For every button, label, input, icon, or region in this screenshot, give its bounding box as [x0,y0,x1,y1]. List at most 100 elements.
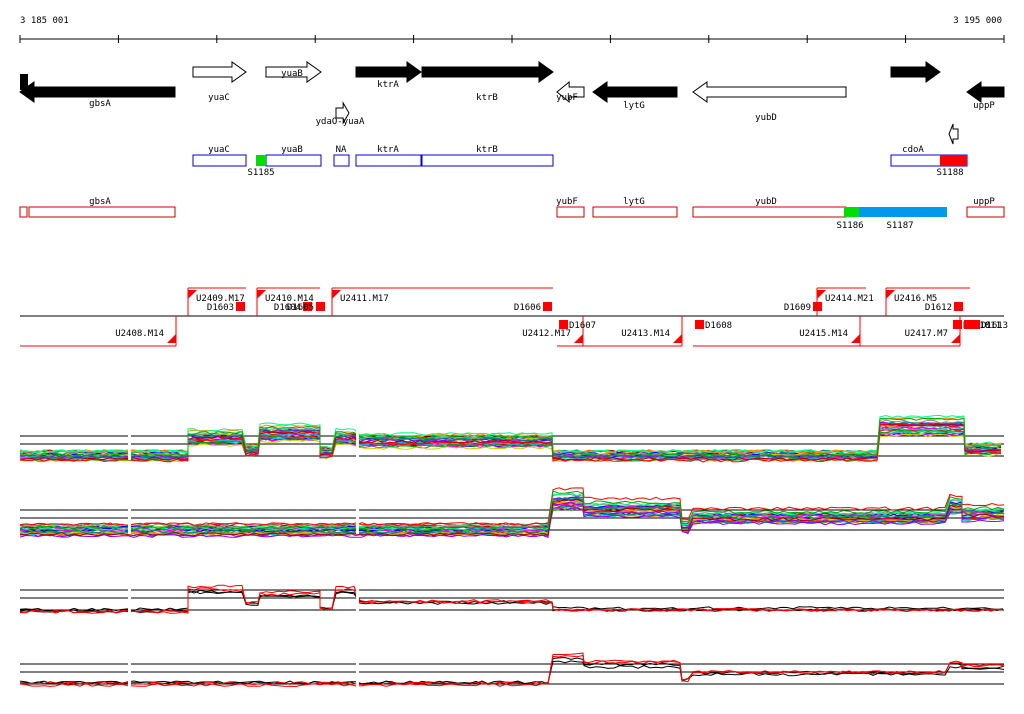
gene-label: yubD [755,113,777,123]
segment-label: S1187 [886,221,913,231]
gene-label: uppP [973,101,995,111]
tu-U2409.M17[interactable]: U2409.M17 [187,287,246,316]
tu-U2411.M17[interactable]: U2411.M17 [331,287,553,316]
expression-panel [19,414,1004,463]
blue-feature-yuaC[interactable]: yuaC [192,145,247,167]
red-feature-gbsA[interactable]: gbsA [28,197,176,218]
tu-label: U2414.M21 [825,294,874,304]
terminator-D1605[interactable]: D1605 [287,302,325,313]
gene-label: yuaC [208,93,230,103]
coordinate-ruler: 3 185 001 3 195 000 [19,16,1005,43]
terminator-D1604[interactable]: D1604 [274,302,312,313]
gene-arrow [335,101,350,125]
blue-feature-ktrA[interactable]: ktrA [355,145,422,167]
terminator-D1603[interactable]: D1603 [207,302,245,313]
transcript-track-red: gbsA yubF lytG yubD uppP S1186 S1187 [19,197,1005,231]
gene-arrow [966,81,1005,103]
segment-S1186[interactable]: S1186 [836,207,864,231]
expression-panel [19,644,1005,688]
gene-label: ktrB [476,93,498,103]
terminator-label: D1604 [274,303,301,313]
gene-label: ktrA [377,80,399,90]
tu-U2408.M14[interactable]: U2408.M14 [20,316,177,347]
terminator-label: D1612 [925,303,952,313]
tu-label: U2409.M17 [196,294,245,304]
red-feature-yubD[interactable]: yubD [692,197,847,218]
segment-label: S1186 [836,221,863,231]
blue-feature-label: yuaC [208,145,230,155]
blue-feature-label: yuaB [281,145,303,155]
terminator-D1611[interactable]: D1611 [964,320,1001,331]
tu-label: U2413.M14 [621,329,670,339]
segment-S1185[interactable]: S1185 [247,155,275,178]
terminator-D1612[interactable]: D1612 [925,302,963,313]
red-feature-uppP[interactable]: uppP [966,197,1005,218]
ruler-start: 3 185 001 [20,16,69,26]
tu-U2410.M14[interactable]: U2410.M14 [256,287,320,316]
transcription-unit-track: U2409.M17 U2410.M14 U2411.M17 U2414.M21 U241… [20,287,1008,347]
tu-label: U2410.M14 [265,294,314,304]
tu-label: U2417.M7 [905,329,948,339]
red-feature-label: gbsA [89,197,111,207]
gene-label: yubF [556,93,578,103]
gene-arrow [592,81,678,103]
tu-U2414.M21[interactable]: U2414.M21 [816,287,874,316]
blue-feature-label: ktrB [476,145,498,155]
terminator-D1606[interactable]: D1606 [514,302,552,313]
blue-feature-yuaB[interactable]: yuaB [265,145,322,167]
red-feature-label: yubF [556,197,578,207]
red-feature-label: uppP [973,197,995,207]
terminator-label: D1609 [784,303,811,313]
gene-yuaB[interactable]: yuaB [265,61,322,83]
red-feature-label: yubD [755,197,777,207]
tu-label: U2416.M5 [894,294,937,304]
tu-label: U2408.M14 [115,329,164,339]
terminator-D1607[interactable]: D1607 [559,320,596,331]
blue-feature-label: ktrA [377,145,399,155]
gene-arrow [556,80,585,104]
tu-U2415.M14[interactable]: U2415.M14 [693,316,861,347]
segment-S1187[interactable]: S1187 [859,207,947,231]
terminator-label: D1606 [514,303,541,313]
tu-label: U2411.M17 [340,294,389,304]
tu-label: U2412.M17 [522,329,571,339]
gene-gbsA[interactable]: gbsA [19,81,176,109]
transcript-track-blue: yuaC yuaB NA ktrA ktrB cdoA S1185 S1188 [192,145,968,178]
tu-U2417.M7[interactable]: U2417.M7 [860,316,961,347]
gene-yubD[interactable]: yubD [692,81,847,123]
expression-panel [19,570,1004,614]
gene-arrow [890,61,941,83]
red-feature-yubF[interactable]: yubF [556,197,585,218]
segment-S1188[interactable]: S1188 [936,155,967,178]
blue-feature-NA[interactable]: NA [333,145,350,167]
gene-lytG[interactable]: lytG [592,81,678,111]
red-feature-label: lytG [623,197,645,207]
red-feature-lytG[interactable]: lytG [592,197,678,218]
gene-ktrA[interactable]: ktrA [355,61,422,90]
gene-small[interactable] [948,123,959,145]
gene-ktrB[interactable]: ktrB [421,61,554,103]
segment-label: S1185 [247,168,274,178]
terminator-label: D1611 [974,321,1001,331]
gene-yubF[interactable]: yubF [556,80,585,104]
terminator-D1613[interactable]: D1613 [971,320,1008,331]
blue-feature-ktrB[interactable]: ktrB [421,145,554,167]
red-feature-fragment[interactable] [19,206,28,218]
blue-feature-label: cdoA [902,145,924,155]
tu-label: U2415.M14 [799,329,848,339]
tu-U2416.M5[interactable]: U2416.M5 [885,287,970,316]
segment-label: S1188 [936,168,963,178]
gene-arrow [692,81,847,103]
tu-U2412.M17[interactable]: U2412.M17 [522,316,584,347]
terminator-D1609[interactable]: D1609 [784,302,822,313]
gene-cdoA[interactable]: cdoA [890,61,941,83]
terminator-D1608[interactable]: D1608 [695,320,732,331]
gene-yuaC[interactable]: yuaC [192,61,247,103]
gene-ydaO-yuaA[interactable]: ydaO-yuaA [316,101,365,127]
terminator-label: D1607 [569,321,596,331]
gene-uppP[interactable]: uppP [966,81,1005,111]
gene-fragment [20,74,28,90]
tu-U2413.M14[interactable]: U2413.M14 [583,316,683,347]
